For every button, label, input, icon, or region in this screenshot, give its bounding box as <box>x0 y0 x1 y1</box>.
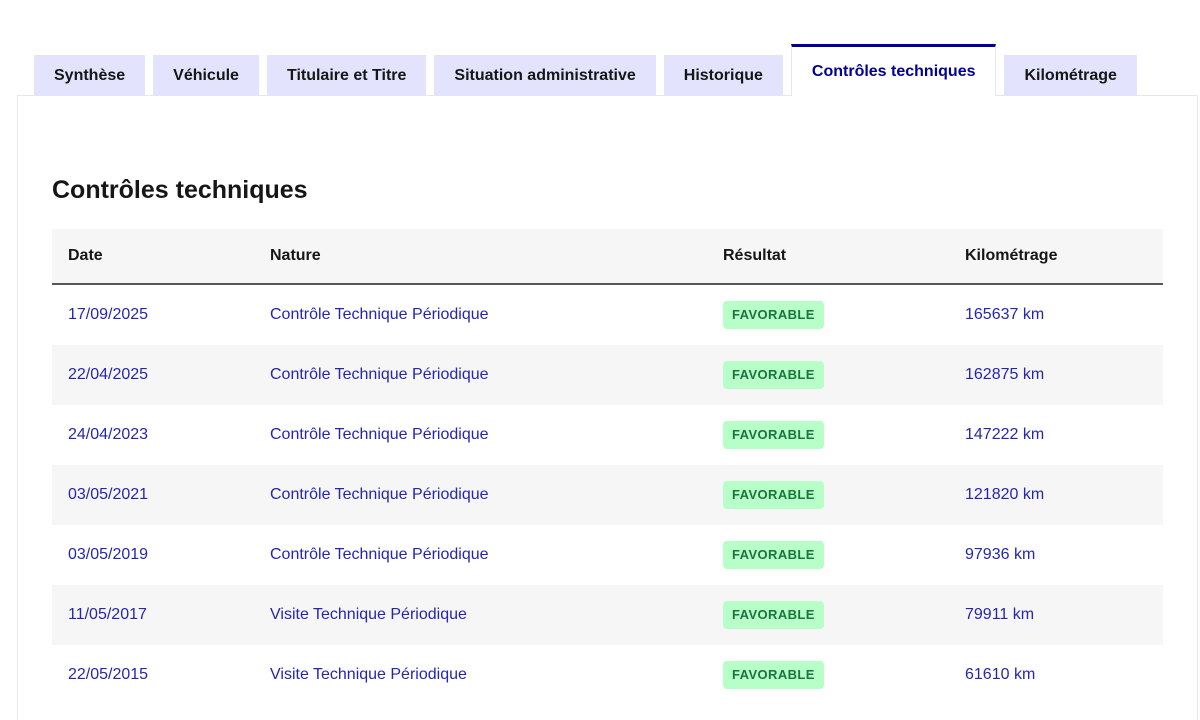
cell-result: FAVORABLE <box>707 361 949 389</box>
result-status-badge: FAVORABLE <box>723 661 824 689</box>
cell-result: FAVORABLE <box>707 601 949 629</box>
cell-date: 24/04/2023 <box>68 426 149 443</box>
cell-date: 11/05/2017 <box>68 606 147 623</box>
table-row: 11/05/2017 Visite Technique Périodique FAV… <box>52 585 1163 645</box>
section-title: Contrôles techniques <box>52 176 308 204</box>
table-row: 03/05/2019 Contrôle Technique Périodique F… <box>52 525 1163 585</box>
cell-nature: Contrôle Technique Périodique <box>270 306 489 323</box>
cell-result: FAVORABLE <box>707 541 949 569</box>
table-body: 17/09/2025 Contrôle Technique Périodique F… <box>52 285 1163 705</box>
tab-titulaire-et-titre[interactable]: Titulaire et Titre <box>266 55 427 96</box>
cell-kilometrage: 147222 km <box>965 426 1045 443</box>
cell-date: 22/04/2025 <box>68 366 149 383</box>
result-status-badge: FAVORABLE <box>723 601 824 629</box>
cell-nature: Contrôle Technique Périodique <box>270 426 489 443</box>
cell-kilometrage: 97936 km <box>965 546 1036 563</box>
tab-kilometrage[interactable]: Kilométrage <box>1004 55 1137 96</box>
tab-situation-administrative[interactable]: Situation administrative <box>434 55 656 96</box>
cell-kilometrage: 121820 km <box>965 486 1045 503</box>
cell-result: FAVORABLE <box>707 301 949 329</box>
cell-result: FAVORABLE <box>707 421 949 449</box>
result-status-badge: FAVORABLE <box>723 481 824 509</box>
table-row: 22/04/2025 Contrôle Technique Périodique F… <box>52 345 1163 405</box>
cell-date: 03/05/2021 <box>68 486 149 503</box>
result-status-badge: FAVORABLE <box>723 541 824 569</box>
cell-date: 03/05/2019 <box>68 546 149 563</box>
tab-vehicule[interactable]: Véhicule <box>153 55 259 96</box>
result-status-badge: FAVORABLE <box>723 421 824 449</box>
cell-nature: Visite Technique Périodique <box>270 606 467 623</box>
column-header-resultat: Résultat <box>723 247 787 264</box>
technical-inspections-table: Date Nature Résultat Kilométrage 17/09/2025… <box>52 229 1163 705</box>
table-row: 24/04/2023 Contrôle Technique Périodique F… <box>52 405 1163 465</box>
cell-nature: Visite Technique Périodique <box>270 666 467 683</box>
cell-result: FAVORABLE <box>707 481 949 509</box>
result-status-badge: FAVORABLE <box>723 301 824 329</box>
tab-historique[interactable]: Historique <box>663 55 783 96</box>
table-row: 03/05/2021 Contrôle Technique Périodique F… <box>52 465 1163 525</box>
result-status-badge: FAVORABLE <box>723 361 824 389</box>
column-header-date: Date <box>68 247 103 264</box>
cell-kilometrage: 162875 km <box>965 366 1045 383</box>
cell-nature: Contrôle Technique Périodique <box>270 546 489 563</box>
column-header-nature: Nature <box>270 247 321 264</box>
table-header: Date Nature Résultat Kilométrage <box>52 229 1163 285</box>
page: Synthèse Véhicule Titulaire et Titre Situat… <box>0 44 1200 720</box>
cell-date: 17/09/2025 <box>68 306 149 323</box>
table-row: 17/09/2025 Contrôle Technique Périodique F… <box>52 285 1163 345</box>
cell-kilometrage: 165637 km <box>965 306 1045 323</box>
cell-kilometrage: 61610 km <box>965 666 1036 683</box>
tab-bar: Synthèse Véhicule Titulaire et Titre Situat… <box>34 44 1200 96</box>
cell-result: FAVORABLE <box>707 661 949 689</box>
cell-nature: Contrôle Technique Périodique <box>270 366 489 383</box>
table-header-row: Date Nature Résultat Kilométrage <box>52 229 1163 285</box>
column-header-kilometrage: Kilométrage <box>965 247 1058 264</box>
tab-synthese[interactable]: Synthèse <box>34 55 146 96</box>
tab-controles-techniques[interactable]: Contrôles techniques <box>790 44 997 96</box>
table-row: 22/05/2015 Visite Technique Périodique FAV… <box>52 645 1163 705</box>
cell-kilometrage: 79911 km <box>965 606 1035 623</box>
cell-date: 22/05/2015 <box>68 666 149 683</box>
cell-nature: Contrôle Technique Périodique <box>270 486 489 503</box>
tab-panel-controles-techniques: Contrôles techniques Date Nature Résultat K… <box>17 95 1198 720</box>
